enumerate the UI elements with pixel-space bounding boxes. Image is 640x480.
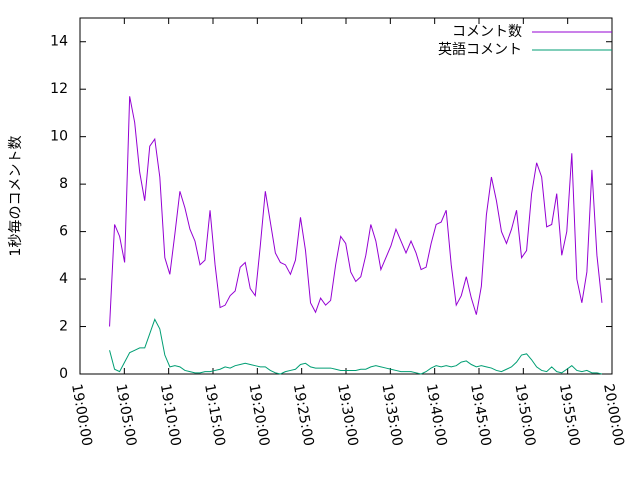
y-tick-label: 10 [50, 129, 68, 145]
legend-label: コメント数 [452, 24, 522, 40]
y-tick-label: 8 [59, 176, 68, 192]
y-tick-label: 14 [50, 34, 68, 50]
x-tick-label: 19:40:00 [423, 383, 450, 448]
x-tick-label: 19:15:00 [201, 383, 228, 448]
x-tick-label: 19:25:00 [290, 383, 317, 448]
y-axis-label: 1秒毎のコメント数 [8, 136, 24, 257]
legend-label: 英語コメント [438, 41, 522, 58]
series-line [109, 96, 603, 327]
x-tick-label: 19:35:00 [378, 383, 405, 448]
x-tick-label: 19:05:00 [112, 383, 139, 448]
y-tick-label: 12 [50, 81, 68, 97]
series-line [109, 318, 603, 375]
plot-frame [79, 17, 613, 375]
x-tick-label: 19:45:00 [467, 383, 494, 448]
x-tick-label: 19:20:00 [245, 383, 272, 448]
y-tick-label: 4 [59, 271, 68, 287]
x-tick-label: 19:50:00 [511, 383, 538, 448]
x-tick-label: 19:30:00 [334, 383, 361, 448]
x-tick-label: 19:55:00 [556, 383, 583, 448]
x-tick-label: 19:00:00 [68, 383, 95, 448]
x-tick-label: 19:10:00 [157, 383, 184, 448]
y-tick-label: 2 [59, 319, 68, 335]
y-tick-label: 6 [59, 224, 68, 240]
x-tick-label: 20:00:00 [600, 383, 627, 448]
y-tick-label: 0 [59, 366, 68, 382]
